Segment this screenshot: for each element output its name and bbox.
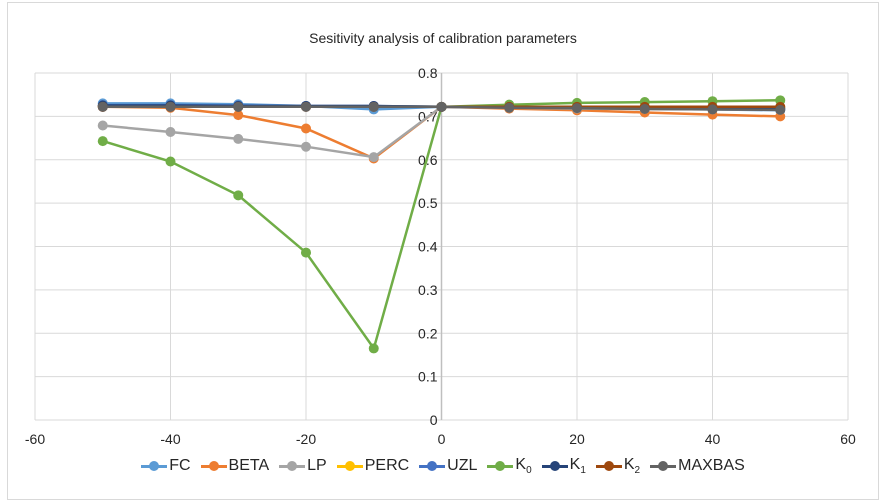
legend-swatch [650, 461, 677, 471]
legend-label: K2 [624, 456, 640, 476]
y-tick-label: 0.4 [418, 239, 438, 255]
y-tick-label: 0 [430, 412, 438, 428]
legend-label: LP [307, 457, 327, 475]
legend-swatch [487, 461, 514, 471]
data-point-maxbas [368, 101, 379, 112]
x-tick-label: 0 [438, 431, 446, 447]
legend-label: PERC [365, 457, 409, 475]
data-point-maxbas [436, 101, 447, 112]
legend-swatch [336, 461, 363, 471]
legend-swatch [595, 461, 622, 471]
legend-label-main: MAXBAS [678, 457, 745, 474]
chart-legend: FC BETA LP PERC UZL K0 K1 K2 MAXBAS [0, 456, 886, 476]
data-point-k0 [368, 343, 379, 354]
legend-item-uzl: UZL [419, 456, 477, 476]
legend-item-k2: K2 [595, 456, 640, 476]
data-point-maxbas [707, 104, 718, 115]
data-point-maxbas [97, 101, 108, 112]
data-point-maxbas [301, 101, 311, 112]
y-tick-label: 0.8 [418, 65, 438, 81]
legend-label-main: K [623, 456, 635, 473]
x-tick-label: 20 [569, 431, 585, 447]
legend-label-main: LP [307, 457, 327, 474]
legend-label: UZL [447, 457, 477, 475]
x-tick-label: -60 [25, 431, 45, 447]
legend-swatch [541, 461, 568, 471]
data-point-k0 [165, 156, 176, 167]
x-tick-label: -20 [296, 431, 316, 447]
data-point-lp [97, 120, 108, 131]
legend-swatch [200, 461, 227, 471]
data-point-lp [368, 152, 379, 163]
data-point-maxbas [775, 104, 786, 115]
y-tick-label: 0.5 [418, 195, 438, 211]
legend-item-k1: K1 [541, 456, 586, 476]
data-point-k0 [301, 247, 311, 258]
legend-item-beta: BETA [200, 456, 270, 476]
data-point-lp [165, 126, 176, 137]
data-point-lp [233, 133, 244, 144]
legend-item-k0: K0 [487, 456, 532, 476]
x-tick-label: 40 [705, 431, 721, 447]
data-point-maxbas [233, 101, 244, 112]
legend-item-fc: FC [141, 456, 191, 476]
chart-frame [7, 2, 879, 500]
data-point-beta [233, 110, 244, 121]
legend-swatch [419, 461, 446, 471]
data-point-maxbas [165, 101, 176, 112]
legend-label-main: PERC [364, 457, 410, 474]
legend-swatch [141, 461, 168, 471]
y-tick-label: 0.1 [418, 369, 438, 385]
y-tick-label: 0.3 [418, 282, 438, 298]
legend-label-main: BETA [228, 457, 270, 474]
legend-item-lp: LP [279, 456, 327, 476]
legend-label-subscript: 1 [580, 465, 586, 476]
legend-label: FC [169, 457, 190, 475]
legend-item-maxbas: MAXBAS [650, 456, 745, 476]
legend-label-main: FC [169, 457, 191, 474]
data-point-k0 [97, 136, 108, 147]
legend-label: K1 [570, 456, 586, 476]
legend-swatch [279, 461, 306, 471]
data-point-maxbas [639, 104, 650, 115]
legend-label: K0 [515, 456, 531, 476]
x-tick-label: -40 [160, 431, 180, 447]
data-point-k0 [233, 190, 244, 201]
x-tick-label: 60 [840, 431, 856, 447]
legend-label-subscript: 0 [526, 465, 532, 476]
legend-label-main: K [569, 456, 581, 473]
legend-item-perc: PERC [336, 456, 409, 476]
y-tick-label: 0.2 [418, 325, 438, 341]
chart-title: Sesitivity analysis of calibration param… [309, 30, 577, 46]
legend-label-main: K [515, 456, 527, 473]
legend-label: MAXBAS [678, 457, 745, 475]
data-point-beta [301, 123, 311, 134]
legend-label: BETA [229, 457, 270, 475]
data-point-maxbas [572, 103, 582, 114]
legend-label-subscript: 2 [634, 465, 641, 476]
data-point-maxbas [504, 102, 515, 113]
legend-label-main: UZL [447, 457, 478, 474]
data-point-lp [301, 141, 311, 152]
